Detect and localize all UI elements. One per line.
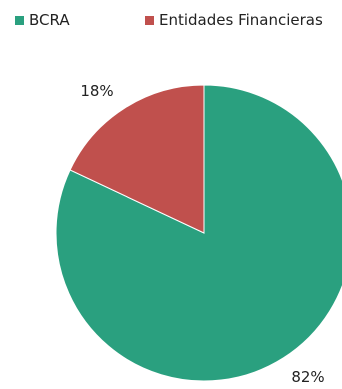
legend-swatch-entidades-financieras xyxy=(145,15,154,25)
legend-item-entidades-financieras: Entidades Financieras xyxy=(145,9,323,31)
legend-item-bcra: BCRA xyxy=(15,9,70,31)
pie-slice-bcra xyxy=(55,84,342,382)
pie-label-entidades-financieras: 18% xyxy=(80,82,113,100)
pie-slice-entidades-financieras xyxy=(69,84,205,234)
legend-swatch-bcra xyxy=(15,15,24,25)
legend-label-entidades-financieras: Entidades Financieras xyxy=(159,11,323,29)
chart-legend: BCRA Entidades Financieras xyxy=(15,9,335,31)
legend-label-bcra: BCRA xyxy=(29,11,70,29)
pie-label-bcra: 82% xyxy=(291,368,324,385)
